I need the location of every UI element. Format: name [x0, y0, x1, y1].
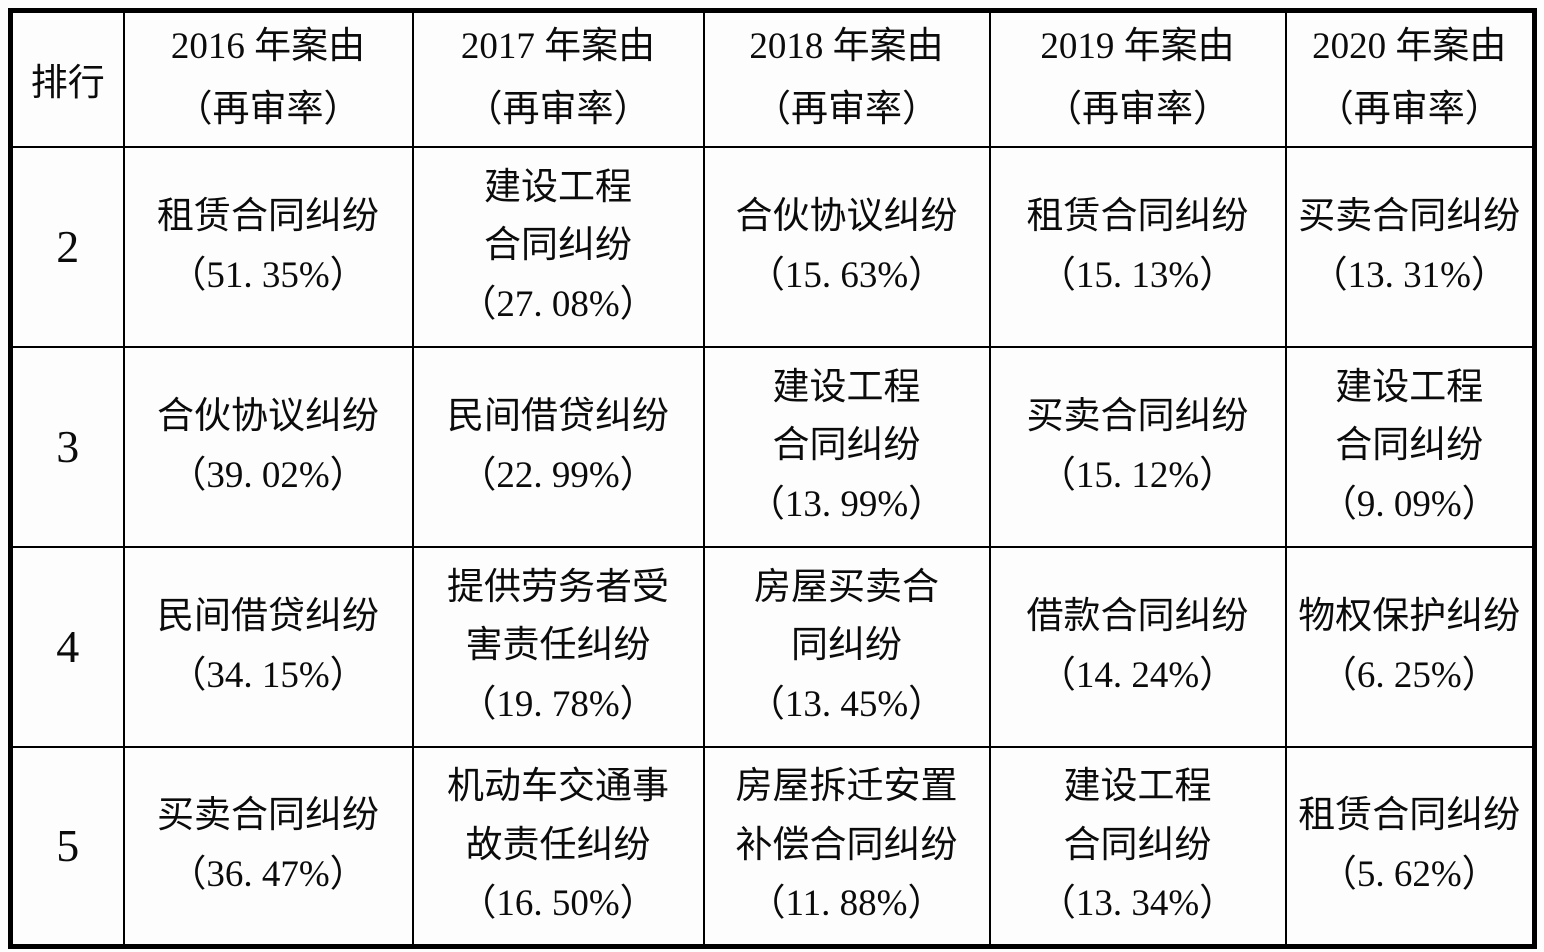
- case-name: 民间借贷纠纷: [447, 396, 669, 438]
- case-name: 建设工程 合同纠纷: [1335, 366, 1484, 467]
- case-rate: （13. 99%）: [747, 483, 946, 525]
- case-name: 房屋拆迁安置 补偿合同纠纷: [735, 766, 958, 866]
- case-name: 合伙协议纠纷: [735, 196, 958, 238]
- case-cell: 合伙协议纠纷 （15. 63%）: [702, 145, 991, 348]
- case-cell: 买卖合同纠纷 （36. 47%）: [122, 745, 414, 948]
- case-rate: （11. 88%）: [748, 882, 945, 924]
- case-cell: 民间借贷纠纷 （22. 99%）: [411, 345, 705, 548]
- case-cell: 买卖合同纠纷 （15. 12%）: [988, 345, 1287, 548]
- case-cell: 房屋拆迁安置 补偿合同纠纷 （11. 88%）: [702, 745, 991, 948]
- year-case-label: 2018 年案由: [749, 26, 944, 68]
- year-case-label: 2019 年案由: [1040, 26, 1235, 68]
- year-column-header: 2020 年案由 （再审率）: [1284, 9, 1536, 148]
- case-name: 建设工程 合同纠纷: [1063, 766, 1212, 866]
- case-name: 租赁合同纠纷: [1026, 196, 1249, 238]
- retrial-rate-label: （再审率）: [1045, 89, 1230, 131]
- case-cell: 物权保护纠纷 （6. 25%）: [1284, 545, 1536, 748]
- case-cell: 合伙协议纠纷 （39. 02%）: [122, 345, 414, 548]
- case-rate: （15. 12%）: [1038, 454, 1237, 496]
- rank-cell: 2: [9, 145, 125, 348]
- case-rate: （14. 24%）: [1038, 654, 1237, 696]
- year-case-label: 2020 年案由: [1312, 26, 1507, 68]
- retrial-rate-label: （再审率）: [754, 89, 939, 131]
- year-column-header: 2017 年案由 （再审率）: [411, 9, 705, 148]
- case-rate: （9. 09%）: [1319, 483, 1499, 525]
- rank-cell: 3: [9, 345, 125, 548]
- table-row: 4 民间借贷纠纷 （34. 15%） 提供劳务者受 害责任纠纷 （19. 78%）…: [9, 545, 1536, 748]
- case-name: 物权保护纠纷: [1298, 596, 1521, 638]
- case-cell: 建设工程 合同纠纷 （13. 99%）: [702, 345, 991, 548]
- rank-cell: 5: [9, 745, 125, 948]
- case-cell: 房屋买卖合 同纠纷 （13. 45%）: [702, 545, 991, 748]
- table-row: 2 租赁合同纠纷 （51. 35%） 建设工程 合同纠纷 （27. 08%） 合伙…: [9, 145, 1536, 348]
- case-rate: （15. 13%）: [1038, 254, 1237, 296]
- year-column-header: 2016 年案由 （再审率）: [122, 9, 414, 148]
- table-row: 5 买卖合同纠纷 （36. 47%） 机动车交通事 故责任纠纷 （16. 50%）…: [9, 745, 1536, 948]
- year-column-header: 2018 年案由 （再审率）: [702, 9, 991, 148]
- case-cell: 建设工程 合同纠纷 （27. 08%）: [411, 145, 705, 348]
- case-name: 买卖合同纠纷: [157, 795, 379, 837]
- case-rate: （13. 45%）: [747, 683, 946, 725]
- case-cell: 借款合同纠纷 （14. 24%）: [988, 545, 1287, 748]
- case-name: 租赁合同纠纷: [1298, 795, 1521, 837]
- case-rate: （16. 50%）: [459, 882, 657, 924]
- rank-column-header: 排行: [9, 9, 125, 148]
- year-case-label: 2016 年案由: [170, 26, 366, 68]
- case-rate: （36. 47%）: [169, 853, 367, 895]
- case-name: 建设工程 合同纠纷: [772, 366, 921, 467]
- case-rate: （39. 02%）: [169, 454, 367, 496]
- case-name: 提供劳务者受 害责任纠纷: [447, 566, 669, 667]
- retrial-rate-label: （再审率）: [1316, 89, 1502, 131]
- retrial-rate-label: （再审率）: [175, 89, 361, 131]
- case-name: 房屋买卖合 同纠纷: [754, 566, 939, 667]
- case-cell: 租赁合同纠纷 （5. 62%）: [1284, 745, 1536, 948]
- header-row: 排行 2016 年案由 （再审率） 2017 年案由 （再审率） 2018 年案…: [9, 9, 1536, 148]
- case-cell: 买卖合同纠纷 （13. 31%）: [1284, 145, 1536, 348]
- case-rate: （34. 15%）: [169, 654, 367, 696]
- case-rate: （13. 31%）: [1310, 254, 1508, 296]
- case-cell: 建设工程 合同纠纷 （9. 09%）: [1284, 345, 1536, 548]
- case-cell: 民间借贷纠纷 （34. 15%）: [122, 545, 414, 748]
- case-name: 买卖合同纠纷: [1026, 396, 1249, 438]
- case-name: 建设工程 合同纠纷: [484, 166, 632, 267]
- year-case-label: 2017 年案由: [460, 26, 656, 68]
- case-rate: （51. 35%）: [169, 254, 367, 296]
- case-rate: （19. 78%）: [459, 683, 657, 725]
- year-column-header: 2019 年案由 （再审率）: [988, 9, 1287, 148]
- rank-cell: 4: [9, 545, 125, 748]
- retrial-rate-label: （再审率）: [465, 89, 651, 131]
- case-rate: （27. 08%）: [459, 283, 657, 325]
- case-cell: 提供劳务者受 害责任纠纷 （19. 78%）: [411, 545, 705, 748]
- table-row: 3 合伙协议纠纷 （39. 02%） 民间借贷纠纷 （22. 99%） 建设工程…: [9, 345, 1536, 548]
- case-rate: （6. 25%）: [1319, 654, 1499, 696]
- case-cell: 租赁合同纠纷 （15. 13%）: [988, 145, 1287, 348]
- case-cell: 机动车交通事 故责任纠纷 （16. 50%）: [411, 745, 705, 948]
- retrial-rate-table: 排行 2016 年案由 （再审率） 2017 年案由 （再审率） 2018 年案…: [8, 8, 1537, 949]
- case-rate: （13. 34%）: [1038, 882, 1237, 924]
- case-rate: （15. 63%）: [747, 254, 946, 296]
- case-rate: （5. 62%）: [1319, 853, 1499, 895]
- case-cell: 租赁合同纠纷 （51. 35%）: [122, 145, 414, 348]
- case-name: 租赁合同纠纷: [157, 196, 379, 238]
- case-name: 借款合同纠纷: [1026, 596, 1249, 638]
- case-cell: 建设工程 合同纠纷 （13. 34%）: [988, 745, 1287, 948]
- case-name: 民间借贷纠纷: [157, 596, 379, 638]
- case-name: 合伙协议纠纷: [157, 396, 379, 438]
- case-name: 买卖合同纠纷: [1298, 196, 1521, 238]
- case-rate: （22. 99%）: [459, 454, 657, 496]
- case-name: 机动车交通事 故责任纠纷: [447, 766, 669, 866]
